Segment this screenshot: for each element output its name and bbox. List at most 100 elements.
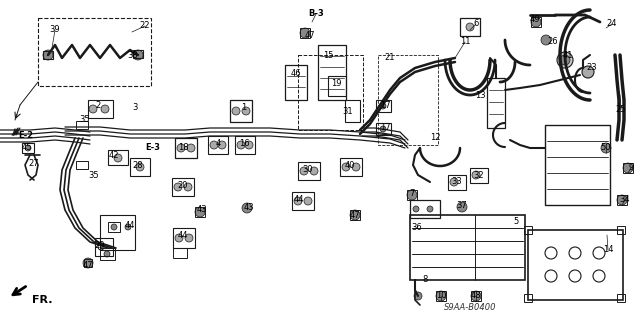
- Text: 26: 26: [548, 38, 558, 47]
- Text: 41: 41: [563, 51, 573, 61]
- Bar: [100, 215, 135, 250]
- Text: 10: 10: [436, 292, 446, 300]
- Circle shape: [175, 234, 183, 242]
- Circle shape: [300, 28, 310, 38]
- Circle shape: [380, 126, 386, 132]
- Text: 50: 50: [601, 144, 611, 152]
- Text: 32: 32: [474, 170, 484, 180]
- Bar: [407, 190, 417, 200]
- Text: 40: 40: [345, 160, 355, 169]
- Text: S9AA-B0400: S9AA-B0400: [444, 302, 496, 311]
- Bar: [376, 100, 391, 112]
- Text: 42: 42: [109, 151, 119, 160]
- Circle shape: [623, 163, 633, 173]
- Circle shape: [245, 141, 253, 149]
- Circle shape: [427, 206, 433, 212]
- Bar: [38, 18, 151, 86]
- Bar: [471, 291, 481, 301]
- Text: 35: 35: [80, 115, 90, 124]
- Circle shape: [83, 258, 93, 268]
- Bar: [133, 50, 143, 58]
- Bar: [298, 55, 363, 130]
- Bar: [95, 238, 113, 256]
- Bar: [173, 228, 195, 248]
- Bar: [108, 222, 120, 232]
- Circle shape: [310, 167, 318, 175]
- Text: 37: 37: [456, 201, 467, 210]
- Text: 27: 27: [29, 159, 39, 167]
- Text: 49: 49: [530, 16, 540, 25]
- Circle shape: [43, 50, 53, 60]
- Text: 13: 13: [475, 91, 485, 100]
- Circle shape: [101, 105, 109, 113]
- Text: E-2: E-2: [19, 130, 33, 139]
- Text: 17: 17: [380, 100, 390, 109]
- Text: 15: 15: [323, 51, 333, 61]
- Bar: [448, 175, 466, 190]
- Text: 47: 47: [349, 211, 360, 219]
- Bar: [22, 143, 34, 153]
- Text: 47: 47: [83, 261, 93, 270]
- Circle shape: [557, 52, 573, 68]
- Text: 34: 34: [620, 196, 630, 204]
- Text: 24: 24: [607, 19, 617, 28]
- Bar: [235, 136, 255, 154]
- Text: 44: 44: [125, 220, 135, 229]
- Circle shape: [195, 207, 205, 217]
- Text: 17: 17: [380, 123, 390, 132]
- Circle shape: [111, 224, 117, 230]
- Bar: [436, 291, 446, 301]
- Circle shape: [472, 171, 480, 179]
- Circle shape: [185, 234, 193, 242]
- Circle shape: [125, 224, 131, 230]
- Bar: [230, 100, 252, 122]
- Text: 44: 44: [178, 231, 188, 240]
- Circle shape: [232, 107, 240, 115]
- Text: 8: 8: [422, 276, 428, 285]
- Text: 16: 16: [239, 138, 250, 147]
- Bar: [410, 200, 440, 218]
- Text: 14: 14: [603, 246, 613, 255]
- Bar: [318, 45, 346, 100]
- Text: 48: 48: [470, 292, 481, 300]
- Circle shape: [104, 251, 110, 257]
- Bar: [100, 248, 115, 260]
- Bar: [300, 28, 310, 38]
- Circle shape: [187, 144, 195, 152]
- Bar: [545, 125, 610, 205]
- Circle shape: [560, 55, 570, 65]
- Text: 33: 33: [452, 177, 462, 187]
- Text: 31: 31: [342, 108, 353, 116]
- Text: E-3: E-3: [145, 144, 161, 152]
- Text: 2: 2: [95, 100, 100, 109]
- Bar: [376, 123, 391, 135]
- Text: 28: 28: [132, 160, 143, 169]
- Circle shape: [342, 163, 350, 171]
- Circle shape: [601, 143, 611, 153]
- Text: 5: 5: [513, 218, 518, 226]
- Bar: [285, 65, 307, 100]
- Bar: [410, 215, 525, 280]
- Bar: [172, 178, 194, 196]
- Bar: [173, 248, 187, 258]
- Circle shape: [617, 195, 627, 205]
- Text: 19: 19: [331, 79, 341, 88]
- Text: FR.: FR.: [32, 295, 52, 305]
- Circle shape: [352, 163, 360, 171]
- Text: 43: 43: [244, 204, 254, 212]
- Bar: [345, 100, 360, 122]
- Bar: [524, 226, 532, 234]
- Circle shape: [242, 203, 252, 213]
- Circle shape: [466, 23, 474, 31]
- Circle shape: [380, 103, 386, 109]
- Circle shape: [184, 183, 192, 191]
- Text: 38: 38: [127, 50, 138, 60]
- Circle shape: [436, 291, 446, 301]
- Bar: [175, 138, 197, 158]
- Bar: [617, 226, 625, 234]
- Text: 6: 6: [474, 19, 479, 28]
- Circle shape: [114, 154, 122, 162]
- Text: 4: 4: [216, 138, 221, 147]
- Circle shape: [582, 66, 594, 78]
- Circle shape: [25, 145, 31, 151]
